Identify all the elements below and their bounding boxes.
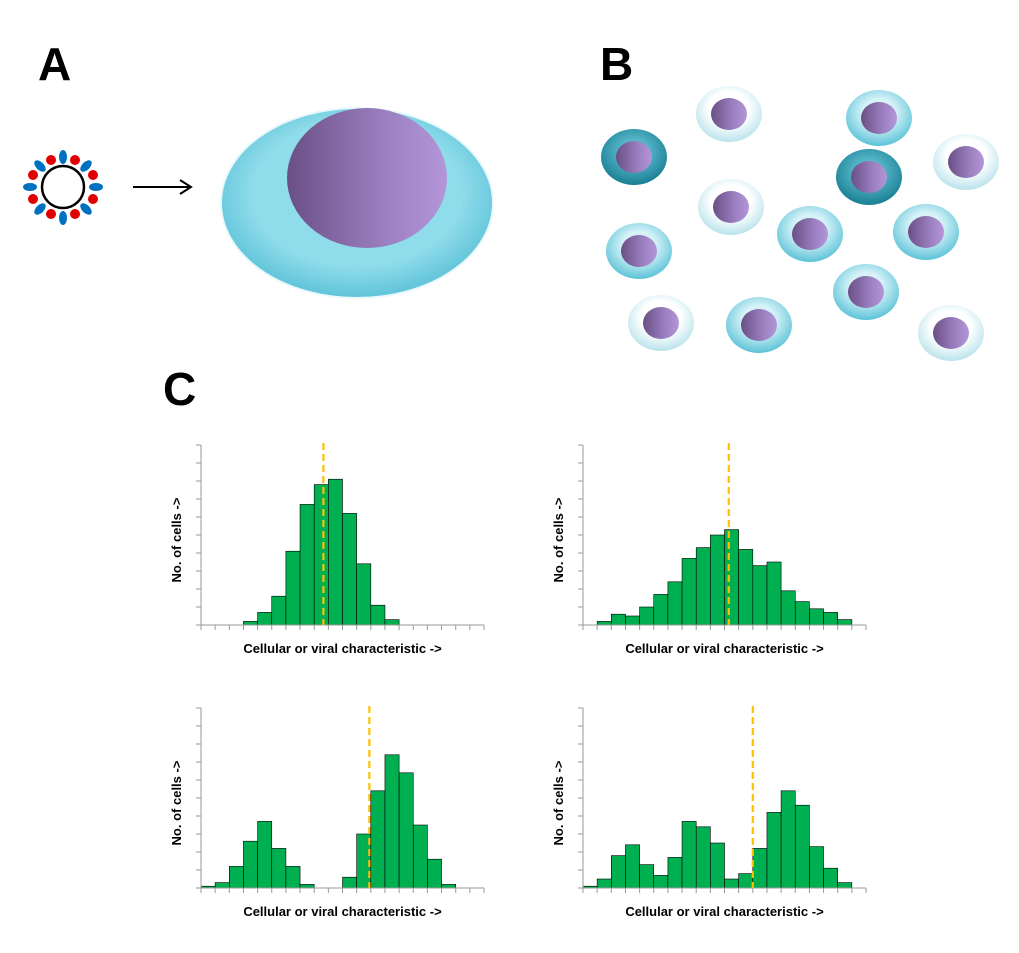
bar [243, 840, 258, 889]
bar [214, 882, 230, 889]
panel-label: C [163, 363, 196, 415]
y-axis-label: No. of cells -> [169, 497, 184, 582]
bar [285, 550, 301, 626]
bar [738, 873, 754, 889]
bar [257, 612, 273, 626]
x-axis-label: Cellular or viral characteristic -> [243, 904, 442, 919]
y-axis-label: No. of cells -> [551, 497, 566, 582]
cell-population [601, 86, 999, 361]
bar [653, 875, 669, 889]
bar [766, 561, 782, 626]
bar [809, 608, 824, 626]
bar [328, 478, 343, 626]
bar [342, 513, 357, 626]
bar [710, 842, 725, 889]
bar [625, 615, 640, 626]
bar [837, 882, 853, 889]
bar [823, 612, 838, 626]
bar [639, 864, 655, 889]
bar [752, 848, 768, 889]
panel-label: A [38, 38, 71, 90]
bar [398, 772, 414, 889]
bar [639, 606, 655, 626]
bar [653, 594, 669, 626]
bar [370, 790, 386, 889]
bar [610, 613, 626, 626]
bar [667, 581, 683, 626]
bar [710, 534, 725, 626]
bar [625, 844, 640, 889]
bar [724, 878, 739, 889]
bar [809, 846, 824, 889]
y-axis-label: No. of cells -> [169, 760, 184, 845]
y-axis-label: No. of cells -> [551, 760, 566, 845]
virus [23, 150, 103, 225]
bar [243, 621, 258, 626]
bar [370, 604, 386, 626]
bar [271, 848, 287, 889]
bar [794, 601, 810, 626]
bar [285, 866, 301, 889]
bar [738, 549, 754, 626]
bar [299, 504, 315, 626]
bar [780, 790, 796, 889]
bar [299, 884, 315, 889]
bar [596, 878, 612, 889]
panel-label: B [600, 38, 633, 90]
x-axis-label: Cellular or viral characteristic -> [625, 904, 824, 919]
bar [596, 621, 612, 626]
bar [695, 826, 711, 889]
bar [384, 619, 400, 626]
bar [412, 824, 428, 889]
bar [441, 884, 456, 889]
bar [724, 529, 739, 626]
bar [695, 547, 711, 626]
bar [356, 563, 372, 626]
bar [257, 821, 273, 889]
x-axis-label: Cellular or viral characteristic -> [625, 641, 824, 656]
bar [752, 565, 768, 626]
x-axis-label: Cellular or viral characteristic -> [243, 641, 442, 656]
bar [427, 858, 442, 889]
bar [229, 866, 244, 889]
bar [313, 484, 329, 626]
bar [780, 590, 796, 626]
arrow [133, 179, 193, 195]
bar [610, 855, 626, 889]
bar [667, 857, 683, 889]
bar [823, 867, 838, 889]
bar [766, 812, 782, 889]
bar [271, 595, 287, 626]
bar [794, 804, 810, 889]
bar [342, 876, 357, 889]
bar [837, 619, 853, 626]
big-cell [220, 107, 494, 299]
bar [681, 821, 697, 889]
bar [384, 754, 400, 889]
bar [681, 558, 697, 626]
